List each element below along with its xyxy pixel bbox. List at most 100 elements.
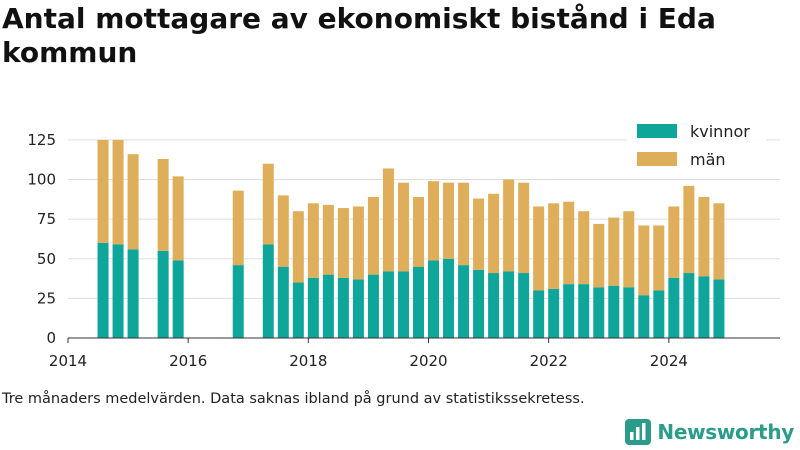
bar-kvinnor — [367, 274, 379, 338]
bar-man — [653, 225, 665, 291]
x-tick-label: 2024 — [650, 352, 688, 370]
bar-man — [97, 139, 109, 243]
bar-man — [698, 196, 710, 277]
bar-man — [638, 225, 650, 296]
bar-kvinnor — [412, 266, 424, 338]
bar-kvinnor — [428, 260, 440, 338]
bar-man — [322, 204, 334, 275]
y-tick-label: 25 — [37, 289, 56, 307]
legend: kvinnor män — [627, 116, 766, 178]
bar-kvinnor — [638, 295, 650, 338]
bar-man — [533, 206, 545, 291]
bar-kvinnor — [443, 258, 455, 338]
bar-kvinnor — [608, 285, 620, 338]
bar-man — [157, 158, 169, 251]
bar-man — [443, 182, 455, 259]
stacked-bar-chart: 0 25 50 75 100 125 2014 2016 2018 2020 2022 2024 kv… — [27, 116, 780, 370]
bar-man — [352, 206, 364, 280]
bar-kvinnor — [112, 244, 124, 338]
bar-man — [172, 176, 184, 261]
bar-chart-icon — [625, 419, 652, 445]
y-tick-label: 75 — [37, 210, 56, 228]
chart-area: 0 25 50 75 100 125 2014 2016 2018 2020 2022 2024 kv… — [0, 100, 800, 389]
bar-man — [518, 182, 530, 274]
bar-kvinnor — [653, 290, 665, 338]
bar-kvinnor — [593, 287, 605, 338]
bar-man — [503, 179, 515, 272]
bar-kvinnor — [352, 279, 364, 338]
bar-kvinnor — [127, 249, 139, 338]
bar-man — [307, 203, 319, 278]
bar-man — [548, 203, 560, 289]
bar-man — [683, 185, 695, 274]
bar-man — [428, 181, 440, 261]
legend-label: män — [690, 150, 726, 169]
bar-kvinnor — [382, 271, 394, 338]
legend-swatch-man — [637, 152, 677, 166]
bar-man — [397, 182, 409, 272]
bar-kvinnor — [97, 242, 109, 338]
bar-kvinnor — [668, 277, 680, 338]
bar-kvinnor — [713, 279, 725, 338]
bar-kvinnor — [337, 277, 349, 338]
bar-man — [337, 208, 349, 278]
bar-kvinnor — [172, 260, 184, 338]
bar-kvinnor — [698, 276, 710, 338]
bar-kvinnor — [503, 271, 515, 338]
brand-name: Newsworthy — [657, 420, 794, 444]
bar-kvinnor — [262, 244, 274, 338]
bar-man — [232, 190, 244, 266]
y-tick-label: 100 — [27, 171, 56, 189]
brand-logo: Newsworthy — [625, 419, 794, 445]
axes: 0 25 50 75 100 125 2014 2016 2018 2020 2022 2024 — [27, 131, 780, 370]
bar-kvinnor — [292, 282, 304, 338]
bar-man — [367, 196, 379, 275]
legend-label: kvinnor — [690, 122, 750, 141]
x-tick-label: 2022 — [530, 352, 568, 370]
bar-kvinnor — [473, 269, 485, 338]
x-tick-label: 2020 — [409, 352, 447, 370]
bar-man — [112, 139, 124, 245]
bar-kvinnor — [307, 277, 319, 338]
bar-kvinnor — [397, 271, 409, 338]
bar-kvinnor — [277, 266, 289, 338]
bar-man — [412, 196, 424, 267]
chart-title: Antal mottagare av ekonomiskt bistånd i … — [2, 2, 716, 69]
bar-man — [623, 211, 635, 288]
bar-kvinnor — [157, 250, 169, 338]
bar-kvinnor — [322, 274, 334, 338]
y-tick-label: 0 — [46, 329, 56, 347]
bar-man — [608, 217, 620, 286]
bar-kvinnor — [533, 290, 545, 338]
bar-man — [127, 154, 139, 250]
y-tick-label: 125 — [27, 131, 56, 149]
bar-man — [578, 211, 590, 285]
x-tick-label: 2014 — [49, 352, 87, 370]
bar-man — [668, 206, 680, 278]
bar-kvinnor — [623, 287, 635, 338]
x-tick-label: 2018 — [289, 352, 327, 370]
legend-swatch-kvinnor — [637, 124, 677, 138]
bar-man — [713, 203, 725, 280]
chart-caption: Tre månaders medelvärden. Data saknas ib… — [2, 391, 585, 407]
x-tick-label: 2016 — [169, 352, 207, 370]
bar-kvinnor — [578, 284, 590, 338]
bar-kvinnor — [563, 284, 575, 338]
bar-man — [473, 198, 485, 270]
bar-kvinnor — [232, 265, 244, 338]
bar-kvinnor — [518, 273, 530, 338]
bar-man — [488, 193, 500, 274]
bar-man — [262, 163, 274, 245]
bar-man — [563, 201, 575, 285]
bar-man — [382, 168, 394, 272]
bars — [97, 139, 725, 338]
bar-kvinnor — [683, 273, 695, 338]
y-tick-label: 50 — [37, 250, 56, 268]
bar-man — [593, 223, 605, 288]
bar-man — [292, 211, 304, 283]
bar-kvinnor — [488, 273, 500, 338]
bar-man — [277, 195, 289, 267]
bar-man — [458, 182, 470, 266]
bar-kvinnor — [548, 288, 560, 338]
bar-kvinnor — [458, 265, 470, 338]
